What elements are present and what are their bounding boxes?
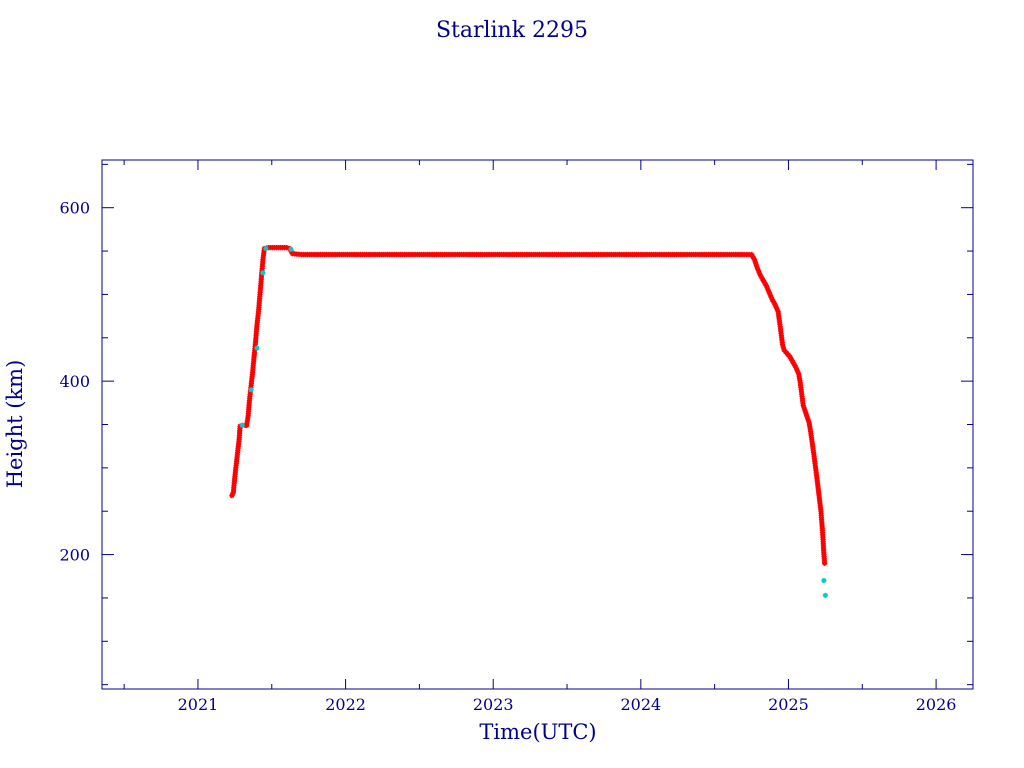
y-tick-label: 200 [59, 546, 90, 565]
data-point [751, 257, 758, 263]
data-point [754, 263, 760, 269]
data-point [248, 387, 254, 393]
data-point [802, 409, 809, 415]
data-point [763, 283, 769, 289]
data-point [237, 423, 243, 429]
data-point [765, 287, 771, 293]
data-point [805, 417, 811, 424]
data-point [764, 285, 770, 291]
data-point [795, 369, 801, 375]
data-point [802, 407, 808, 413]
plot-frame [101, 159, 974, 690]
data-point [239, 422, 245, 428]
data-point [254, 345, 260, 351]
data-point [822, 560, 828, 566]
data-point [754, 265, 761, 272]
data-point [230, 491, 236, 497]
data-point [803, 411, 809, 417]
data-point [768, 294, 774, 300]
data-point [766, 290, 772, 296]
data-point [822, 592, 828, 598]
x-tick-labels: 2021 2022 2023 2024 2025 2026 [178, 695, 957, 714]
y-tick-labels: 200 400 600 [59, 199, 90, 565]
data-point [800, 402, 806, 409]
x-tick-label: 2024 [620, 695, 661, 714]
chart-title: Starlink 2295 [436, 18, 588, 43]
x-tick-label: 2023 [473, 695, 514, 714]
data-point [260, 270, 266, 276]
data-point [752, 259, 758, 265]
data-point [805, 415, 811, 422]
data-point [753, 261, 759, 267]
axis-ticks [102, 160, 973, 689]
data-point [794, 366, 800, 373]
data-point [229, 493, 235, 499]
data-point [772, 302, 778, 308]
y-tick-label: 400 [59, 372, 90, 391]
data-point [801, 404, 807, 411]
data-point [767, 292, 773, 298]
data-point [283, 244, 290, 251]
data-points [229, 244, 828, 598]
data-point [774, 306, 780, 313]
data-point [780, 344, 786, 350]
x-tick-label: 2021 [178, 695, 219, 714]
data-point [288, 246, 294, 252]
x-tick-label: 2022 [325, 695, 366, 714]
y-tick-label: 600 [59, 199, 90, 218]
data-point [755, 268, 762, 274]
data-point [779, 342, 786, 348]
data-point [793, 364, 799, 370]
x-tick-label: 2026 [916, 695, 957, 714]
data-point [821, 577, 827, 584]
x-axis-label: Time(UTC) [479, 720, 596, 744]
y-axis-label: Height (km) [3, 360, 27, 489]
data-point [773, 304, 779, 310]
x-tick-label: 2025 [768, 695, 809, 714]
data-point [804, 413, 810, 419]
data-point [263, 245, 269, 252]
data-point [756, 270, 763, 276]
